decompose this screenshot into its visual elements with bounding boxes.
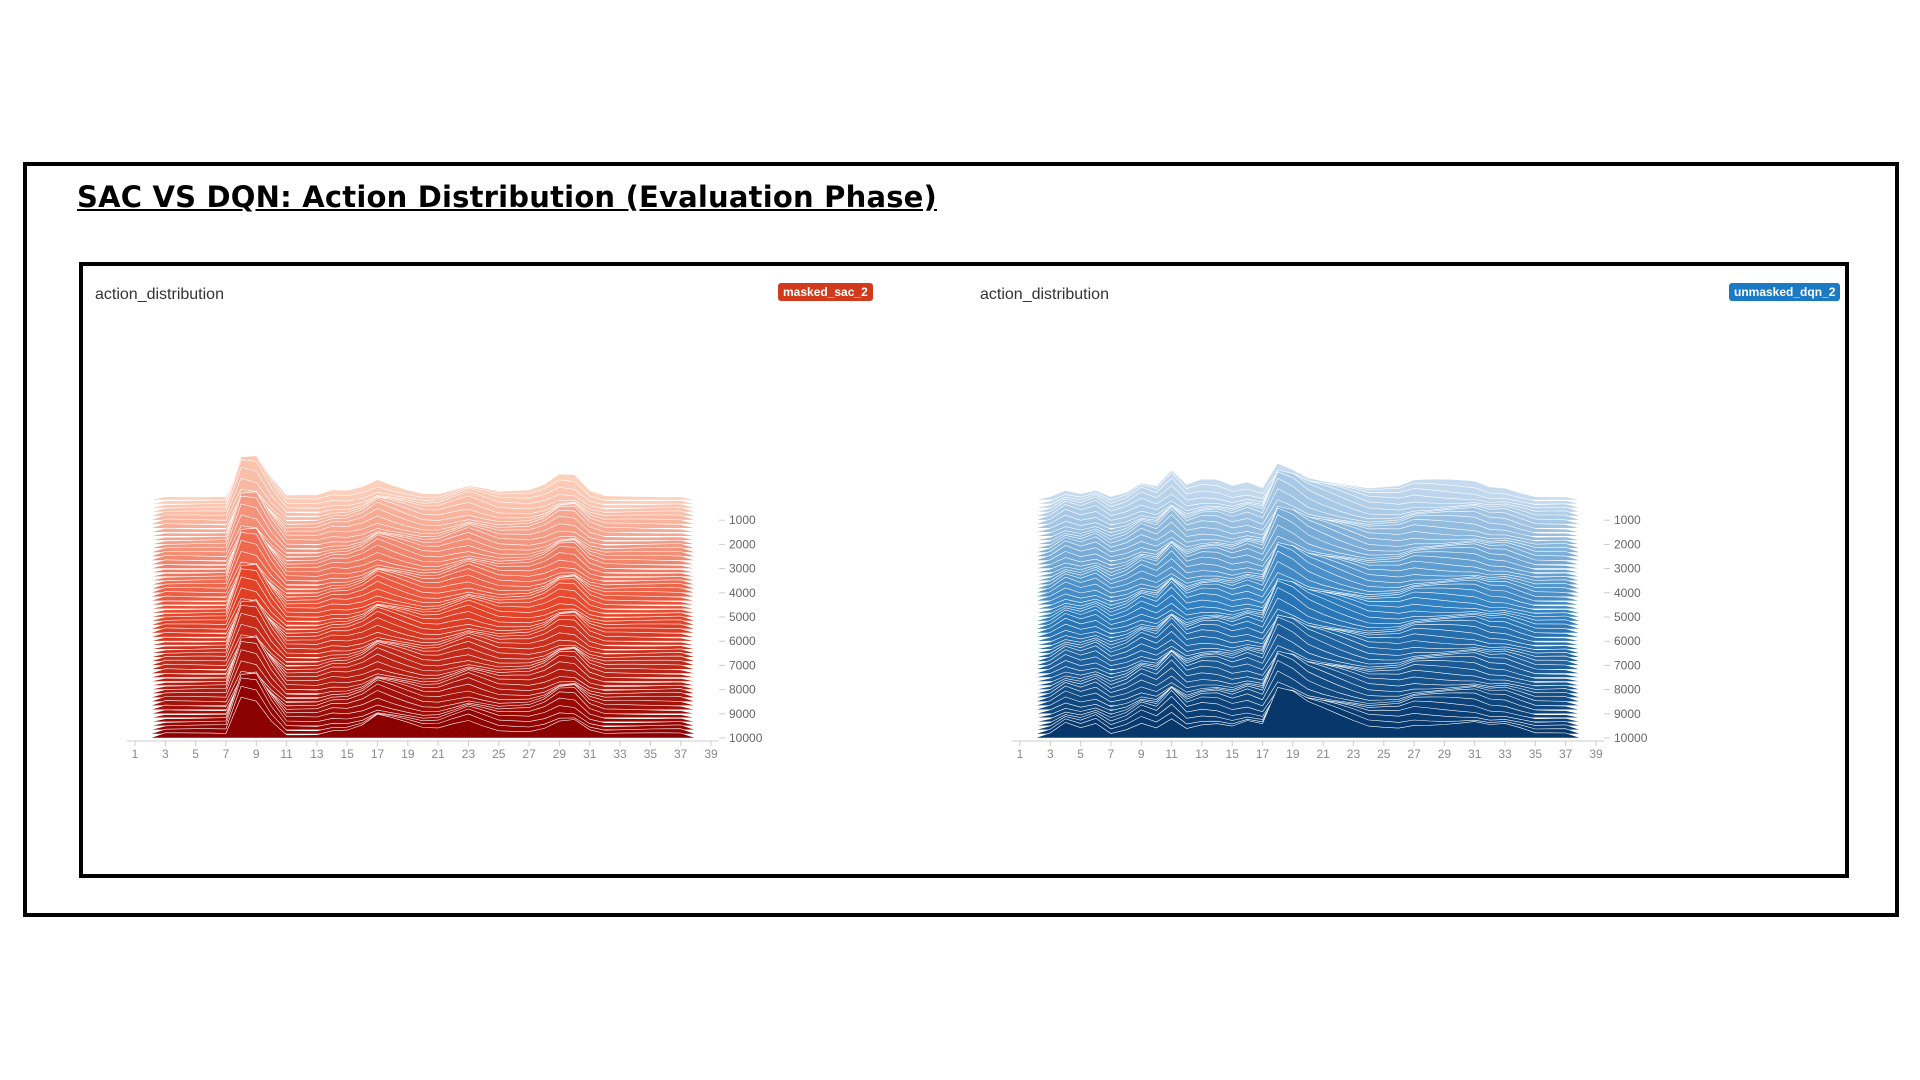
y-tick-label: 7000: [729, 658, 756, 672]
x-tick-label: 37: [674, 747, 688, 761]
x-tick-label: 39: [704, 747, 718, 761]
histogram-ridge: [135, 564, 711, 618]
chart-panel-sac: 1000 2000 3000 4000 5000 6000 7000 8000 9000 1000…: [83, 266, 968, 874]
x-tick-label: 33: [613, 747, 627, 761]
x-tick-label: 7: [1108, 747, 1115, 761]
x-tick-label: 35: [644, 747, 658, 761]
histogram-ridge: [135, 495, 711, 549]
x-tick-label: 7: [223, 747, 230, 761]
histogram-ridge: [135, 568, 711, 622]
x-tick-label: 5: [192, 747, 199, 761]
y-tick-label: 4000: [1614, 586, 1641, 600]
x-tick-label: 39: [1589, 747, 1603, 761]
y-tick-label: 1000: [729, 513, 756, 527]
x-tick-label: 11: [280, 747, 293, 761]
x-tick-label: 9: [253, 747, 260, 761]
run-badge-sac[interactable]: masked_sac_2: [778, 283, 873, 301]
histogram-ridge: [135, 636, 711, 690]
chart-title: action_distribution: [95, 286, 224, 303]
histogram-ridge: [135, 459, 711, 513]
x-tick-label: 31: [583, 747, 597, 761]
x-tick-label: 25: [1377, 747, 1391, 761]
x-tick-label: 37: [1559, 747, 1573, 761]
dqn-action-distribution-chart: 1000 2000 3000 4000 5000 6000 7000 8000 9000 1000…: [1012, 462, 1648, 761]
sac-action-distribution-chart: 1000 2000 3000 4000 5000 6000 7000 8000 9000 1000…: [127, 454, 763, 761]
histogram-ridge: [1020, 686, 1596, 739]
y-tick-label: 1000: [1614, 513, 1641, 527]
x-tick-label: 23: [1347, 747, 1361, 761]
y-tick-label: 2000: [1614, 537, 1641, 551]
x-tick-label: 21: [1316, 747, 1330, 761]
y-tick-label: 9000: [1614, 707, 1641, 721]
y-tick-label: 4000: [729, 586, 756, 600]
histogram-ridge: [135, 532, 711, 585]
histogram-ridge: [135, 600, 711, 654]
x-tick-label: 15: [341, 747, 355, 761]
x-tick-label: 13: [1195, 747, 1209, 761]
chart-panel-dqn: 1000 2000 3000 4000 5000 6000 7000 8000 9000 1000…: [968, 266, 1845, 874]
x-tick-label: 1: [1017, 747, 1024, 761]
x-tick-label: 13: [310, 747, 324, 761]
x-tick-label: 35: [1529, 747, 1543, 761]
y-tick-label: 3000: [1614, 562, 1641, 576]
y-tick-label: 9000: [729, 707, 756, 721]
histogram-ridge: [135, 696, 711, 739]
x-tick-label: 29: [553, 747, 567, 761]
histogram-ridge: [135, 604, 711, 658]
y-tick-label: 5000: [729, 610, 756, 624]
x-tick-label: 33: [1498, 747, 1512, 761]
y-tick-label: 7000: [1614, 658, 1641, 672]
y-tick-label: 2000: [729, 537, 756, 551]
x-tick-label: 11: [1165, 747, 1178, 761]
run-badge-dqn[interactable]: unmasked_dqn_2: [1729, 283, 1841, 301]
x-tick-label: 9: [1138, 747, 1145, 761]
y-tick-label: 8000: [729, 683, 756, 697]
x-tick-label: 25: [492, 747, 506, 761]
histogram-ridge: [135, 527, 711, 581]
x-tick-label: 23: [462, 747, 476, 761]
x-tick-label: 29: [1438, 747, 1452, 761]
histogram-ridge: [135, 491, 711, 545]
x-tick-label: 3: [162, 747, 169, 761]
x-tick-label: 5: [1077, 747, 1084, 761]
x-tick-label: 19: [401, 747, 415, 761]
x-tick-label: 17: [371, 747, 385, 761]
slide-title: SAC VS DQN: Action Distribution (Evaluat…: [77, 180, 937, 214]
x-tick-label: 17: [1256, 747, 1270, 761]
histogram-ridge: [135, 673, 711, 727]
y-tick-label: 3000: [729, 562, 756, 576]
x-tick-label: 1: [132, 747, 139, 761]
y-tick-label: 6000: [1614, 634, 1641, 648]
x-tick-label: 27: [522, 747, 536, 761]
x-tick-label: 19: [1286, 747, 1300, 761]
x-tick-label: 15: [1226, 747, 1240, 761]
histogram-ridge: [135, 677, 711, 731]
x-tick-label: 21: [431, 747, 445, 761]
y-tick-label: 8000: [1614, 683, 1641, 697]
y-tick-label: 10000: [729, 731, 763, 745]
charts-container: 1000 2000 3000 4000 5000 6000 7000 8000 9000 1000…: [79, 262, 1849, 878]
x-tick-label: 3: [1047, 747, 1054, 761]
chart-title: action_distribution: [980, 286, 1109, 303]
histogram-ridge: [135, 457, 711, 501]
histogram-ridge: [135, 641, 711, 694]
y-tick-label: 6000: [729, 634, 756, 648]
y-tick-label: 5000: [1614, 610, 1641, 624]
x-tick-label: 27: [1407, 747, 1421, 761]
x-tick-label: 31: [1468, 747, 1482, 761]
y-tick-label: 10000: [1614, 731, 1648, 745]
